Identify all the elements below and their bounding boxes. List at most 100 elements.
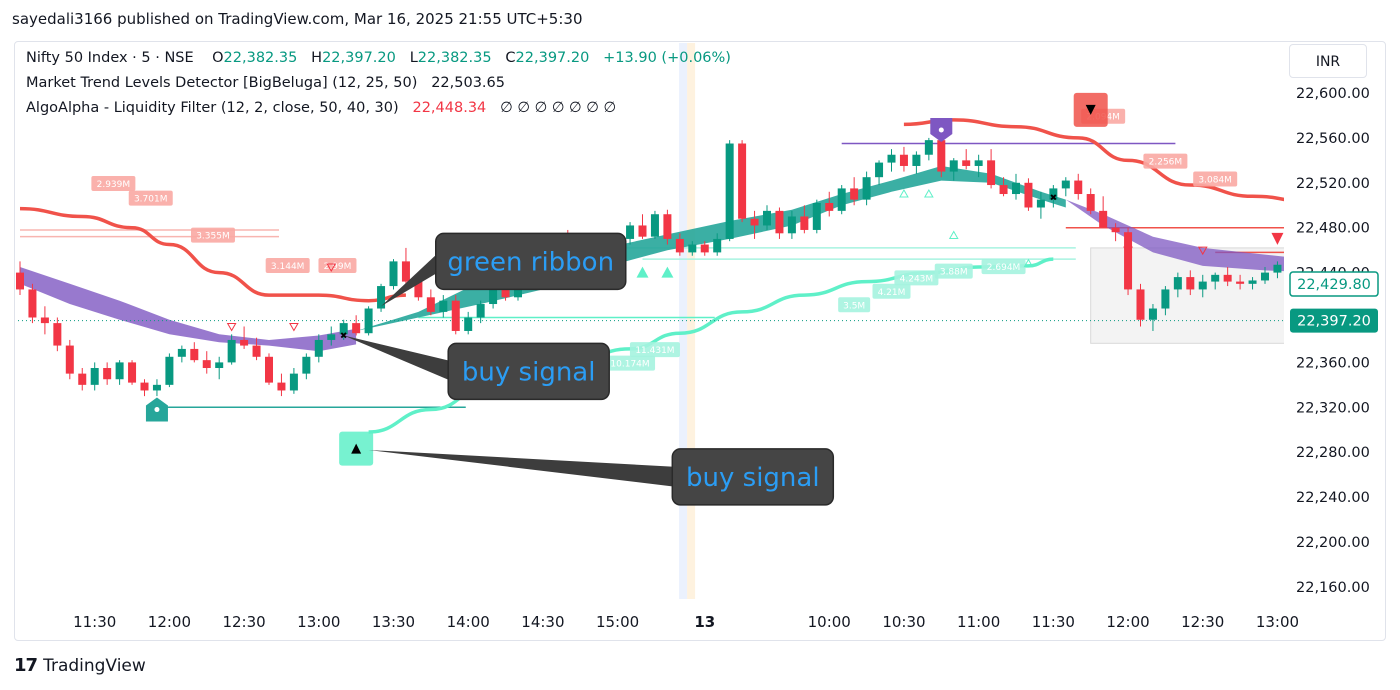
legend-indicator-1[interactable]: Market Trend Levels Detector [BigBeluga]… bbox=[26, 75, 505, 91]
candle bbox=[1161, 286, 1170, 316]
candle-body bbox=[924, 140, 933, 155]
candle-body bbox=[339, 323, 348, 335]
y-tick-label: 22,560.00 bbox=[1296, 131, 1370, 147]
candle bbox=[1074, 173, 1083, 200]
bullish-triangle-icon bbox=[661, 266, 674, 278]
candle bbox=[439, 295, 448, 318]
volume-label-text: 4.21M bbox=[878, 288, 906, 298]
pivot-dot bbox=[938, 127, 944, 133]
candle-body bbox=[837, 188, 846, 211]
candle bbox=[626, 222, 635, 245]
candle-body bbox=[1261, 272, 1269, 281]
candle bbox=[775, 207, 784, 239]
footer-brand[interactable]: 17 TradingView bbox=[14, 655, 146, 676]
x-tick-label: 11:30 bbox=[73, 613, 116, 631]
sell-signal-icon bbox=[1073, 92, 1108, 127]
small-triangle-icon bbox=[948, 230, 959, 240]
candle-body bbox=[1161, 289, 1170, 309]
candle-body bbox=[949, 160, 958, 172]
pivot-dot bbox=[154, 407, 160, 413]
cross-mark-icon: ✖ bbox=[340, 331, 348, 341]
candle-body bbox=[962, 160, 971, 166]
candle-body bbox=[352, 323, 361, 334]
change-value: +13.90 (+0.06%) bbox=[603, 50, 731, 66]
candle bbox=[90, 362, 99, 391]
candle bbox=[1136, 283, 1145, 327]
candle-body bbox=[1236, 281, 1245, 284]
candle-body bbox=[1273, 264, 1282, 273]
volume-label-box bbox=[91, 176, 136, 192]
candle-body bbox=[763, 210, 771, 226]
volume-label-box bbox=[1143, 153, 1188, 169]
candle bbox=[962, 149, 971, 170]
publish-header: sayedali3166 published on TradingView.co… bbox=[12, 10, 583, 28]
candle bbox=[937, 135, 946, 178]
close-value: 22,397.20 bbox=[515, 50, 590, 66]
volume-label-text: 3.88M bbox=[940, 268, 968, 278]
candle-body bbox=[987, 160, 996, 186]
candle-body bbox=[489, 289, 498, 305]
close-label: C bbox=[505, 50, 516, 66]
candle-body bbox=[215, 362, 224, 369]
candle-body bbox=[327, 334, 336, 340]
y-tick-label: 22,280.00 bbox=[1296, 445, 1370, 461]
candle bbox=[339, 319, 348, 340]
volume-label-box bbox=[1193, 171, 1238, 187]
candle bbox=[401, 247, 410, 284]
candle-body bbox=[937, 140, 946, 172]
sell-triangle-icon bbox=[1085, 104, 1096, 115]
y-tick-label: 22,200.00 bbox=[1296, 535, 1370, 551]
candle bbox=[426, 289, 435, 316]
bullish-triangle-icon bbox=[636, 266, 649, 278]
currency-button[interactable]: INR bbox=[1289, 44, 1367, 78]
volume-label-box bbox=[128, 190, 173, 206]
candle bbox=[165, 353, 174, 388]
candle-body bbox=[314, 339, 323, 357]
volume-label-text: 3.084M bbox=[1198, 176, 1232, 186]
candle bbox=[1061, 177, 1070, 197]
callout-box bbox=[447, 342, 610, 401]
candle bbox=[1273, 261, 1282, 279]
candle bbox=[240, 326, 249, 349]
candle bbox=[364, 306, 373, 336]
candle-body bbox=[252, 345, 261, 357]
x-tick-label: 12:00 bbox=[1106, 613, 1149, 631]
price-label-text: 22,397.20 bbox=[1297, 314, 1371, 330]
y-tick-label: 22,600.00 bbox=[1296, 86, 1370, 102]
candle bbox=[875, 160, 884, 186]
callout-box bbox=[671, 448, 835, 506]
candle bbox=[202, 351, 211, 374]
x-tick-label: 12:30 bbox=[1181, 613, 1224, 631]
volume-label: 2.256M bbox=[1143, 153, 1188, 169]
annotation-callout: buy signal bbox=[343, 335, 610, 401]
candle-body bbox=[1211, 274, 1220, 282]
candle-body bbox=[1223, 274, 1232, 282]
candle-body bbox=[277, 382, 286, 391]
candle bbox=[1024, 178, 1033, 211]
candle-body bbox=[787, 216, 796, 234]
y-tick-label: 22,480.00 bbox=[1296, 221, 1370, 237]
legend-indicator-2[interactable]: AlgoAlpha - Liquidity Filter (12, 2, clo… bbox=[26, 100, 616, 116]
bearish-pivot-icon bbox=[930, 118, 953, 143]
session-band-orange bbox=[687, 43, 696, 599]
indicator-2-name: AlgoAlpha - Liquidity Filter (12, 2, clo… bbox=[26, 100, 399, 116]
candle bbox=[1198, 274, 1207, 298]
candle-body bbox=[439, 300, 448, 312]
price-label-bg bbox=[1289, 271, 1379, 297]
candle bbox=[850, 177, 859, 206]
symbol-name[interactable]: Nifty 50 Index · 5 · NSE bbox=[26, 50, 194, 66]
candle bbox=[825, 191, 834, 217]
candle bbox=[1248, 277, 1257, 290]
volume-label: 10.174M bbox=[605, 355, 656, 371]
candle bbox=[862, 171, 871, 206]
candle bbox=[688, 241, 697, 256]
volume-label-box bbox=[318, 257, 357, 273]
candle-body bbox=[1074, 180, 1083, 195]
x-tick-label: 13:30 bbox=[372, 613, 415, 631]
candle-body bbox=[265, 356, 273, 383]
candle bbox=[190, 342, 199, 363]
candle bbox=[215, 356, 224, 380]
x-tick-label: 10:00 bbox=[808, 613, 851, 631]
candle-body bbox=[700, 244, 709, 253]
